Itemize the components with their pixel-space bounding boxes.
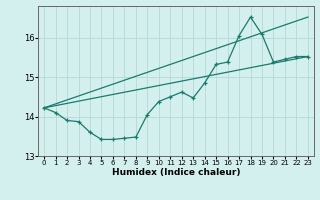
X-axis label: Humidex (Indice chaleur): Humidex (Indice chaleur) [112, 168, 240, 177]
